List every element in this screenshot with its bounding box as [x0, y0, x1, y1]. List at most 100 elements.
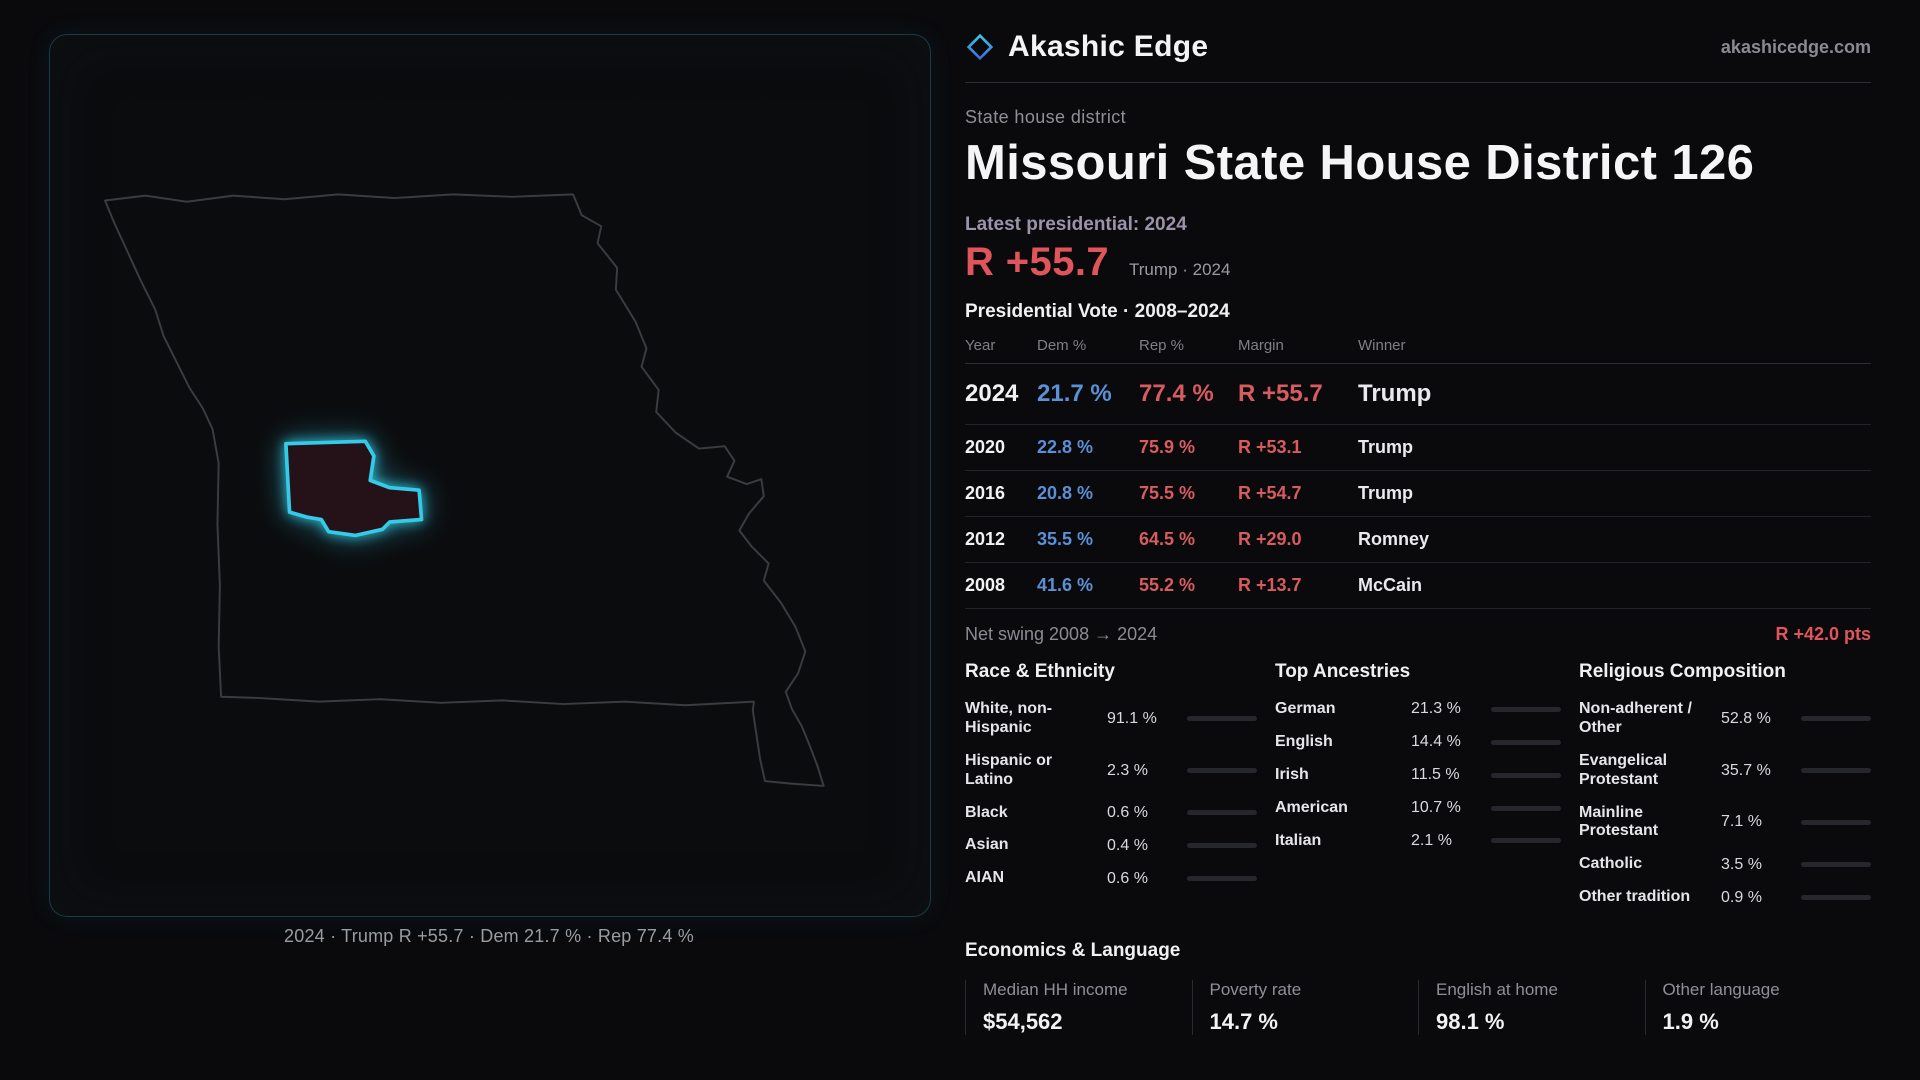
info-panel: Akashic Edge akashicedge.com State house… — [965, 30, 1871, 1080]
demo-bar — [1187, 843, 1257, 849]
demo-row: Non-adherent / Other 52.8 % — [1579, 693, 1871, 745]
missouri-map — [104, 193, 825, 787]
missouri-state-outline — [104, 193, 825, 787]
stat-label: Other language — [1662, 980, 1780, 999]
table-row: 2024 21.7 % 77.4 % R +55.7 Trump — [965, 364, 1871, 424]
ancestries-column: Top Ancestries German 21.3 % English 14.… — [1275, 661, 1561, 914]
stat-label: English at home — [1436, 980, 1558, 999]
demo-bar — [1187, 876, 1257, 882]
cell-dem: 41.6 % — [1037, 575, 1094, 595]
demo-row: Other tradition 0.9 % — [1579, 881, 1871, 914]
net-swing-value: R +42.0 pts — [1775, 624, 1871, 644]
demo-row: Evangelical Protestant 35.7 % — [1579, 745, 1871, 797]
col-margin: Margin — [1238, 337, 1284, 354]
demo-row: Catholic 3.5 % — [1579, 848, 1871, 881]
cell-winner: Trump — [1358, 380, 1432, 407]
demographics-section: Race & Ethnicity White, non-Hispanic 91.… — [965, 661, 1871, 914]
demo-bar — [1187, 810, 1257, 816]
cell-rep: 75.9 % — [1139, 437, 1196, 457]
presidential-vote-table: Year Dem % Rep % Margin Winner 2024 21.7… — [965, 325, 1871, 609]
demo-row: English 14.4 % — [1275, 726, 1561, 759]
demo-label: Black — [965, 803, 1008, 821]
demo-label: Mainline Protestant — [1579, 803, 1659, 840]
demo-value: 21.3 % — [1411, 700, 1461, 718]
demo-value: 2.1 % — [1411, 831, 1452, 849]
cell-margin: R +29.0 — [1238, 529, 1302, 549]
economics-stats: Median HH income $54,562 Poverty rate 14… — [965, 980, 1871, 1035]
col-rep: Rep % — [1139, 337, 1185, 354]
demo-value: 0.6 % — [1107, 869, 1148, 887]
cell-margin: R +54.7 — [1238, 483, 1302, 503]
demo-value: 7.1 % — [1721, 813, 1762, 831]
demo-label: Hispanic or Latino — [965, 751, 1053, 788]
section-title: Race & Ethnicity — [965, 661, 1115, 682]
demo-bar — [1491, 805, 1561, 811]
demo-label: Irish — [1275, 765, 1309, 783]
cell-winner: Trump — [1358, 483, 1414, 503]
stat-block: English at home 98.1 % — [1418, 980, 1645, 1035]
demo-value: 0.9 % — [1721, 888, 1762, 906]
demo-bar — [1187, 768, 1257, 774]
district-126-shape — [284, 439, 424, 538]
district-map-panel — [49, 34, 931, 917]
stat-block: Median HH income $54,562 — [965, 980, 1192, 1035]
demo-row: German 21.3 % — [1275, 693, 1561, 726]
demo-label: German — [1275, 700, 1336, 717]
cell-year: 2012 — [965, 529, 1006, 549]
table-row: 2008 41.6 % 55.2 % R +13.7 McCain — [965, 562, 1871, 608]
table-row: 2012 35.5 % 64.5 % R +29.0 Romney — [965, 516, 1871, 562]
race-ethnicity-column: Race & Ethnicity White, non-Hispanic 91.… — [965, 661, 1257, 914]
demo-label: Italian — [1275, 831, 1322, 849]
demo-bar — [1187, 716, 1257, 722]
stat-value: $54,562 — [983, 1009, 1063, 1034]
demo-value: 11.5 % — [1411, 766, 1460, 784]
demo-value: 3.5 % — [1721, 855, 1762, 873]
cell-rep: 55.2 % — [1139, 575, 1196, 595]
stat-block: Other language 1.9 % — [1644, 980, 1872, 1035]
economics-section: Economics & Language Median HH income $5… — [965, 940, 1871, 1035]
latest-presidential-label: Latest presidential: 2024 — [965, 214, 1187, 235]
brand-site-link[interactable]: akashicedge.com — [1720, 36, 1871, 57]
headline-margin: R +55.7 Trump · 2024 — [965, 240, 1871, 285]
section-title: Top Ancestries — [1275, 661, 1411, 682]
stat-value: 98.1 % — [1436, 1009, 1505, 1034]
cell-year: 2008 — [965, 575, 1006, 595]
cell-dem: 21.7 % — [1037, 380, 1112, 407]
net-swing-row: Net swing 2008 → 2024 R +42.0 pts — [965, 609, 1871, 647]
margin-context: Trump · 2024 — [1129, 260, 1231, 279]
cell-margin: R +53.1 — [1238, 437, 1302, 457]
demo-value: 2.3 % — [1107, 761, 1148, 779]
demo-row: Italian 2.1 % — [1275, 825, 1561, 858]
table-row: 2020 22.8 % 75.9 % R +53.1 Trump — [965, 424, 1871, 470]
demo-row: Asian 0.4 % — [965, 829, 1257, 862]
demo-row: AIAN 0.6 % — [965, 862, 1257, 895]
demo-bar — [1491, 772, 1561, 778]
stat-label: Median HH income — [983, 980, 1128, 999]
diamond-logo-icon — [965, 32, 995, 62]
cell-dem: 20.8 % — [1037, 483, 1094, 503]
section-title: Economics & Language — [965, 940, 1181, 961]
demo-label: AIAN — [965, 869, 1005, 887]
demo-row: White, non-Hispanic 91.1 % — [965, 693, 1257, 745]
religion-column: Religious Composition Non-adherent / Oth… — [1579, 661, 1871, 914]
col-year: Year — [965, 337, 996, 354]
cell-year: 2024 — [965, 380, 1019, 407]
cell-margin: R +13.7 — [1238, 575, 1302, 595]
demo-value: 0.6 % — [1107, 803, 1148, 821]
cell-winner: Trump — [1358, 437, 1414, 457]
demo-value: 91.1 % — [1107, 709, 1157, 727]
stat-block: Poverty rate 14.7 % — [1191, 980, 1419, 1035]
cell-year: 2016 — [965, 483, 1006, 503]
demo-label: American — [1275, 798, 1348, 816]
table-row: 2016 20.8 % 75.5 % R +54.7 Trump — [965, 470, 1871, 516]
demo-bar — [1491, 739, 1561, 745]
cell-year: 2020 — [965, 437, 1006, 457]
demo-label: Catholic — [1579, 855, 1643, 873]
demo-row: Irish 11.5 % — [1275, 759, 1561, 792]
cell-dem: 35.5 % — [1037, 529, 1094, 549]
demo-bar — [1801, 862, 1871, 868]
demo-bar — [1491, 706, 1561, 712]
cell-winner: Romney — [1358, 529, 1430, 549]
map-caption: 2024 · Trump R +55.7 · Dem 21.7 % · Rep … — [284, 926, 694, 946]
